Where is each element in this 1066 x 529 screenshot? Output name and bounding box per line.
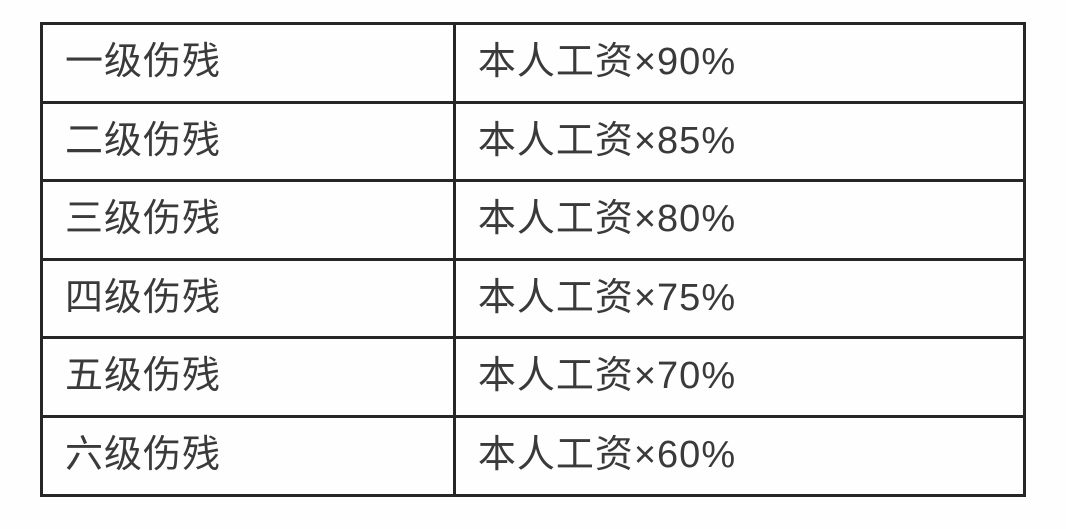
compensation-formula-cell: 本人工资×90% xyxy=(454,24,1024,103)
disability-level-cell: 六级伤残 xyxy=(42,416,455,495)
disability-level-cell: 五级伤残 xyxy=(42,338,455,417)
compensation-formula-cell: 本人工资×70% xyxy=(454,338,1024,417)
disability-level-cell: 一级伤残 xyxy=(42,24,455,103)
table-row: 四级伤残 本人工资×75% xyxy=(42,259,1025,338)
disability-level-cell: 三级伤残 xyxy=(42,181,455,260)
table-row: 五级伤残 本人工资×70% xyxy=(42,338,1025,417)
disability-level-cell: 二级伤残 xyxy=(42,102,455,181)
table-row: 二级伤残 本人工资×85% xyxy=(42,102,1025,181)
compensation-formula-cell: 本人工资×80% xyxy=(454,181,1024,260)
compensation-formula-cell: 本人工资×75% xyxy=(454,259,1024,338)
disability-level-cell: 四级伤残 xyxy=(42,259,455,338)
compensation-formula-cell: 本人工资×60% xyxy=(454,416,1024,495)
table-row: 三级伤残 本人工资×80% xyxy=(42,181,1025,260)
compensation-formula-cell: 本人工资×85% xyxy=(454,102,1024,181)
disability-compensation-table-container: 一级伤残 本人工资×90% 二级伤残 本人工资×85% 三级伤残 本人工资×80… xyxy=(0,0,1066,519)
disability-compensation-table: 一级伤残 本人工资×90% 二级伤残 本人工资×85% 三级伤残 本人工资×80… xyxy=(40,22,1026,497)
table-row: 一级伤残 本人工资×90% xyxy=(42,24,1025,103)
table-row: 六级伤残 本人工资×60% xyxy=(42,416,1025,495)
